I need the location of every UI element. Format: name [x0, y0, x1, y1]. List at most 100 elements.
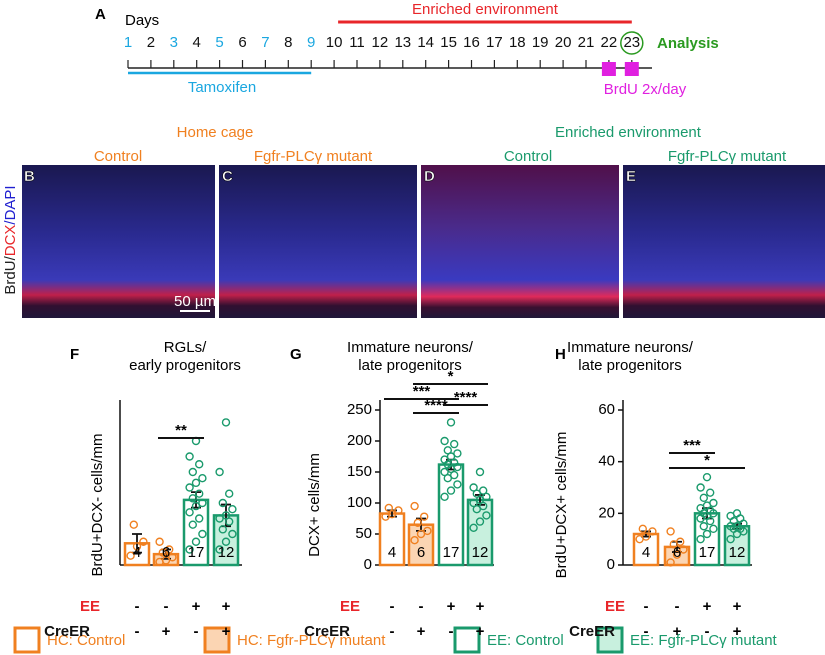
- significance-label: ***: [413, 383, 431, 400]
- y-axis-title: DCX+ cells/mm: [306, 453, 323, 557]
- data-point: [194, 514, 204, 523]
- data-point: [218, 525, 228, 534]
- data-point: [384, 503, 393, 513]
- n-label: 17: [188, 544, 205, 561]
- data-point: [410, 501, 419, 511]
- day-label: 5: [215, 34, 223, 51]
- data-point: [185, 508, 194, 517]
- significance-label: *: [448, 368, 454, 385]
- data-point: [194, 460, 204, 469]
- micrograph: [623, 165, 825, 318]
- chart-title: Immature neurons/: [567, 339, 694, 356]
- data-point: [440, 455, 449, 464]
- legend-label: EE: Control: [487, 632, 564, 649]
- panel-letter: B: [24, 168, 35, 185]
- condition-sign: -: [164, 598, 169, 615]
- n-label: 17: [443, 544, 460, 561]
- condition-sign: +: [476, 598, 485, 615]
- chart-title: late progenitors: [358, 357, 461, 374]
- condition-sign: -: [449, 623, 454, 640]
- condition-sign: -: [390, 598, 395, 615]
- condition-label: EE: [340, 598, 360, 615]
- data-point: [709, 498, 718, 508]
- data-point: [648, 527, 657, 536]
- data-point: [191, 537, 201, 546]
- day-label: 18: [509, 34, 526, 51]
- data-point: [394, 506, 403, 515]
- chart-title: early progenitors: [129, 357, 241, 374]
- data-point: [185, 483, 194, 492]
- data-point: [132, 542, 142, 551]
- n-label: 6: [673, 544, 681, 561]
- day-label: 7: [261, 34, 269, 51]
- condition-label: EE: [80, 598, 100, 615]
- legend-swatch: [13, 626, 41, 654]
- data-point: [702, 529, 712, 539]
- data-point: [469, 483, 478, 492]
- panel-letter: E: [626, 168, 636, 185]
- day-label: 15: [440, 34, 457, 51]
- legend-label: HC: Control: [47, 632, 125, 649]
- condition-sign: +: [222, 623, 231, 640]
- condition-sign: -: [675, 598, 680, 615]
- data-point: [699, 493, 708, 503]
- bar: [378, 512, 406, 567]
- y-axis-title: BrdU+DCX+ cells/mm: [553, 432, 570, 579]
- legend-swatch: [203, 626, 231, 654]
- data-point: [446, 418, 456, 427]
- day-label: 6: [238, 34, 246, 51]
- y-tick-label: 60: [598, 401, 615, 418]
- day-label: 13: [394, 34, 411, 51]
- data-point: [440, 467, 449, 477]
- condition-sign: +: [222, 598, 231, 615]
- condition-label: CreER: [569, 623, 615, 640]
- data-point: [188, 494, 198, 503]
- data-point: [161, 556, 171, 565]
- data-point: [126, 551, 135, 560]
- data-point: [696, 534, 705, 544]
- y-tick-label: 40: [598, 453, 615, 470]
- data-point: [732, 509, 742, 518]
- day-label: 22: [601, 34, 618, 51]
- brdu-marker: [624, 62, 639, 76]
- n-label: 12: [218, 544, 235, 561]
- data-point: [696, 483, 705, 492]
- data-point: [185, 452, 194, 461]
- data-point: [168, 553, 177, 562]
- condition-sign: +: [476, 623, 485, 640]
- n-label: 6: [417, 544, 425, 561]
- ylabel-part: DCX: [2, 225, 19, 257]
- data-point: [129, 520, 139, 529]
- data-point: [475, 467, 485, 477]
- data-point: [164, 545, 174, 554]
- n-label: 4: [133, 544, 141, 561]
- condition-sign: +: [447, 598, 456, 615]
- data-point: [228, 529, 237, 539]
- data-point: [443, 446, 452, 455]
- data-point: [215, 514, 224, 523]
- data-point: [666, 527, 675, 536]
- n-label: 17: [699, 544, 716, 561]
- panel-letter: F: [70, 346, 79, 363]
- panel-letter: D: [424, 168, 435, 185]
- data-point: [446, 486, 456, 495]
- data-point: [699, 522, 708, 531]
- data-point: [702, 472, 712, 482]
- days-title: Days: [125, 12, 159, 29]
- chart-title: Immature neurons/: [347, 339, 474, 356]
- condition-sign: +: [417, 623, 426, 640]
- y-tick-label: 250: [347, 401, 372, 418]
- data-point: [413, 518, 422, 528]
- tamoxifen-label: Tamoxifen: [188, 79, 256, 96]
- data-point: [221, 537, 231, 546]
- data-point: [218, 498, 228, 508]
- legend-swatch: [596, 626, 624, 654]
- condition-sign: -: [390, 623, 395, 640]
- data-point: [221, 418, 231, 427]
- condition-sign: -: [644, 623, 649, 640]
- y-tick-label: 20: [598, 504, 615, 521]
- data-point: [155, 537, 164, 546]
- data-point: [679, 545, 688, 554]
- significance-label: ****: [424, 397, 448, 414]
- n-label: 12: [472, 544, 489, 561]
